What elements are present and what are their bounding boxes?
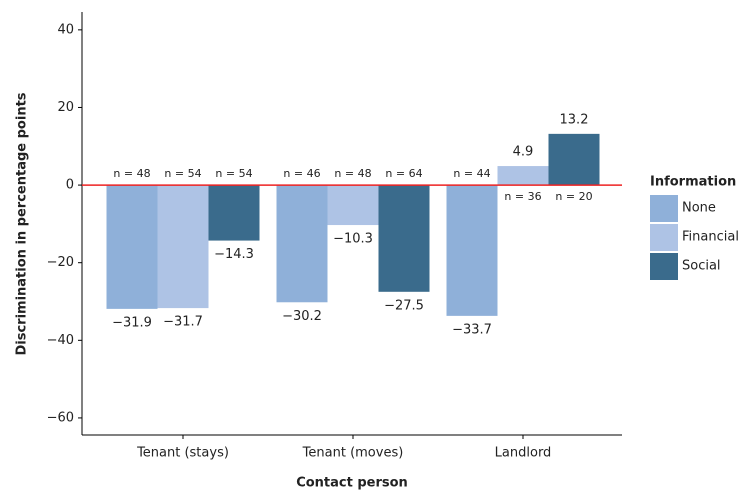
bar bbox=[157, 185, 209, 309]
bar bbox=[327, 185, 379, 226]
x-tick-label: Landlord bbox=[495, 446, 552, 461]
sample-label: n = 48 bbox=[334, 167, 371, 180]
bar bbox=[548, 133, 600, 186]
value-label: −10.3 bbox=[333, 232, 373, 247]
bar bbox=[497, 166, 549, 186]
y-tick-label: −40 bbox=[47, 333, 74, 348]
bar bbox=[378, 185, 430, 292]
sample-label: n = 46 bbox=[283, 167, 320, 180]
value-label: 4.9 bbox=[513, 145, 534, 160]
bar bbox=[208, 185, 260, 241]
legend-label: Social bbox=[682, 259, 721, 274]
y-tick-label: −60 bbox=[47, 410, 74, 425]
y-tick-label: −20 bbox=[47, 255, 74, 270]
y-tick-label: 0 bbox=[66, 178, 74, 193]
x-tick-label: Tenant (stays) bbox=[136, 446, 229, 461]
sample-label: n = 44 bbox=[453, 167, 490, 180]
sample-label: n = 48 bbox=[113, 167, 150, 180]
sample-label: n = 54 bbox=[215, 167, 252, 180]
y-tick-label: 20 bbox=[57, 100, 74, 115]
legend-swatch bbox=[650, 195, 678, 222]
legend-swatch bbox=[650, 253, 678, 280]
y-axis-title: Discrimination in percentage points bbox=[15, 92, 30, 355]
sample-label: n = 54 bbox=[164, 167, 201, 180]
bar bbox=[446, 185, 498, 316]
value-label: −33.7 bbox=[452, 322, 492, 337]
sample-label: n = 20 bbox=[555, 190, 592, 203]
sample-label: n = 64 bbox=[385, 167, 422, 180]
value-label: −30.2 bbox=[282, 309, 322, 324]
y-tick-label: 40 bbox=[57, 22, 74, 37]
bar bbox=[276, 185, 328, 303]
value-label: −27.5 bbox=[384, 298, 424, 313]
x-tick-label: Tenant (moves) bbox=[302, 446, 404, 461]
legend-label: Financial bbox=[682, 230, 739, 245]
value-label: 13.2 bbox=[560, 112, 589, 127]
sample-label: n = 36 bbox=[504, 190, 541, 203]
value-label: −31.7 bbox=[163, 315, 203, 330]
value-label: −14.3 bbox=[214, 247, 254, 262]
legend-title: Information bbox=[650, 175, 736, 190]
bar bbox=[106, 185, 158, 309]
value-label: −31.9 bbox=[112, 315, 152, 330]
legend-label: None bbox=[682, 201, 716, 216]
x-axis-title: Contact person bbox=[296, 476, 408, 491]
legend-swatch bbox=[650, 224, 678, 251]
